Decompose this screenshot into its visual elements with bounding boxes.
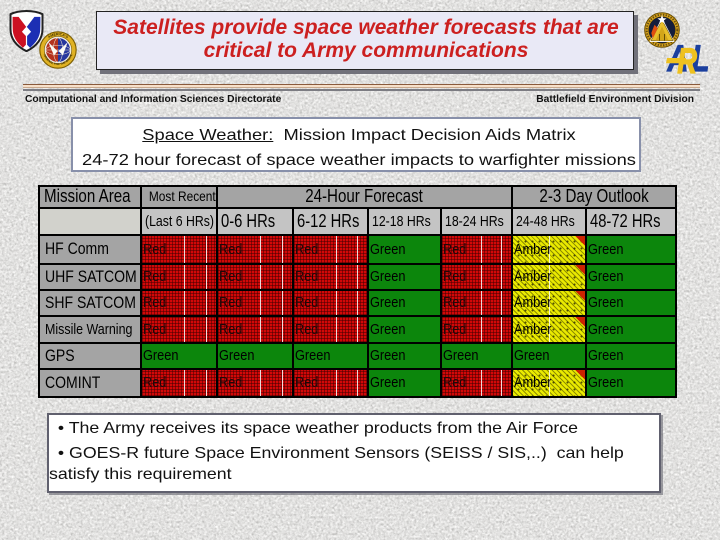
svg-text:R: R (677, 42, 697, 75)
svg-text:L: L (692, 42, 710, 75)
svg-text:AMERICA'S: AMERICA'S (47, 32, 69, 39)
